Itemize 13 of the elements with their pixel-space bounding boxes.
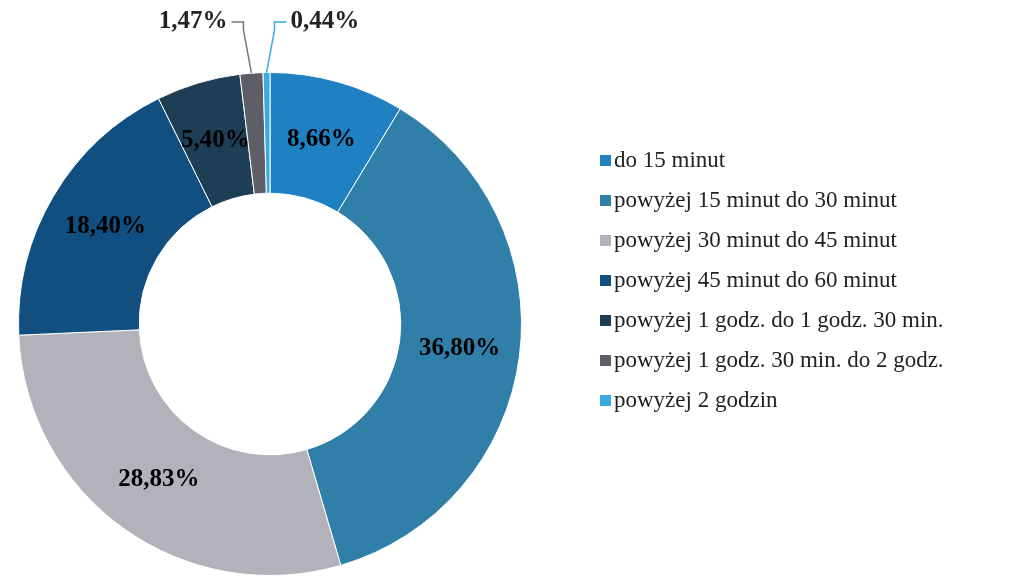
data-label: 0,44% xyxy=(290,6,360,34)
legend-label: powyżej 45 minut do 60 minut xyxy=(614,267,898,292)
legend-label: powyżej 1 godz. 30 min. do 2 godz. xyxy=(614,347,944,372)
data-label: 18,40% xyxy=(64,211,147,239)
data-label: 28,83% xyxy=(118,463,200,491)
legend-label: powyżej 2 godzin xyxy=(614,387,778,412)
data-label: 36,80% xyxy=(418,333,501,361)
legend-label: powyżej 1 godz. do 1 godz. 30 min. xyxy=(614,307,944,332)
legend-label: powyżej 15 minut do 30 minut xyxy=(614,187,898,212)
data-label: 1,47% xyxy=(158,6,228,34)
legend-label: powyżej 30 minut do 45 minut xyxy=(614,227,898,252)
data-label: 8,66% xyxy=(286,124,356,152)
legend-label: do 15 minut xyxy=(614,147,726,172)
